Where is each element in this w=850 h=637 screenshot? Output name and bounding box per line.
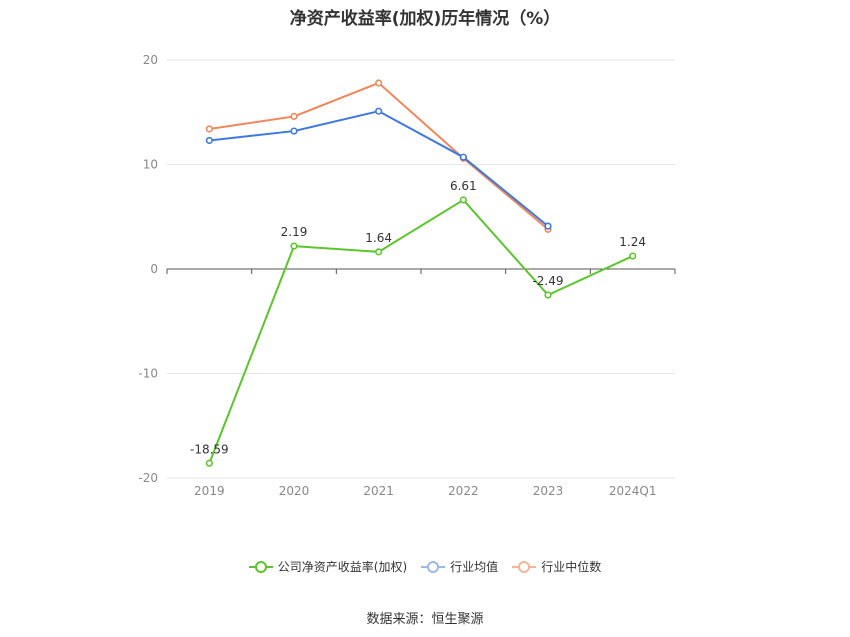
legend-swatch-company (248, 560, 273, 573)
y-tick-label: 0 (150, 262, 158, 276)
legend-label-industry-mean: 行业均值 (450, 560, 499, 574)
legend-label-industry-median: 行业中位数 (541, 560, 602, 574)
data-point (290, 242, 298, 250)
data-label: 6.61 (450, 179, 477, 193)
x-tick-label: 2024Q1 (609, 484, 657, 498)
data-label: -2.49 (532, 274, 563, 288)
data-label: -18.59 (190, 442, 229, 456)
x-tick-label: 2020 (279, 484, 310, 498)
data-source: 数据来源：恒生聚源 (366, 612, 484, 627)
data-label: 1.64 (365, 231, 392, 245)
data-point (629, 252, 637, 260)
series-lines (205, 79, 637, 467)
data-point (375, 79, 383, 87)
data-label: 1.24 (619, 235, 646, 249)
legend-item-industry-median[interactable]: 行业中位数 (512, 558, 601, 575)
data-point (375, 248, 383, 256)
data-point (375, 107, 383, 115)
series-line-2 (209, 81, 549, 231)
legend-item-industry-mean[interactable]: 行业均值 (421, 558, 498, 575)
data-point (205, 125, 213, 133)
data-labels: -18.59 2.19 1.64 6.61 -2.49 1.24 (190, 179, 646, 456)
axes: 20 10 0 -10 -20 2019 2020 2021 2022 2023 2024Q1 (138, 53, 676, 498)
legend-swatch-industry-median (512, 560, 537, 573)
x-tick-label: 2022 (448, 484, 479, 498)
legend: 公司净资产收益率(加权) 行业均值 行业中位数 (0, 558, 850, 575)
x-tick-label: 2023 (533, 484, 564, 498)
legend-swatch-industry-mean (421, 560, 446, 573)
data-point (205, 459, 213, 467)
chart-title: 净资产收益率(加权)历年情况（%） (289, 9, 561, 29)
data-point (544, 291, 552, 299)
y-tick-label: -20 (138, 471, 158, 485)
data-point (459, 196, 467, 204)
data-point (290, 112, 298, 121)
y-tick-label: 10 (143, 158, 158, 172)
x-tick-label: 2021 (363, 484, 394, 498)
data-point (544, 222, 552, 230)
series-line-0 (208, 198, 634, 464)
data-point (290, 127, 298, 135)
legend-item-company[interactable]: 公司净资产收益率(加权) (248, 558, 408, 575)
x-tick-label: 2019 (194, 484, 225, 498)
legend-label-company: 公司净资产收益率(加权) (277, 560, 408, 574)
data-point (205, 136, 213, 145)
grid-lines (167, 59, 675, 479)
y-tick-label: -10 (138, 367, 158, 381)
y-tick-label: 20 (143, 53, 158, 67)
series-line-1 (209, 110, 549, 227)
data-point (459, 153, 467, 161)
data-label: 2.19 (281, 225, 308, 239)
